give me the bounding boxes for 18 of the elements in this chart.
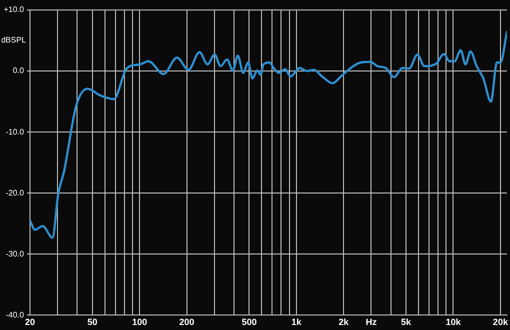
y-tick-label: -10.0 bbox=[6, 127, 25, 136]
x-tick-label: 20 bbox=[24, 317, 36, 328]
x-tick-label: 2k bbox=[338, 317, 350, 328]
y-tick-label: +10.0 bbox=[4, 5, 25, 14]
x-tick-label: 100 bbox=[132, 317, 148, 328]
x-tick-label: Hz bbox=[366, 317, 378, 328]
x-tick-label: 500 bbox=[242, 317, 257, 328]
y-axis-title: dBSPL bbox=[1, 36, 27, 45]
y-tick-label: 0.0 bbox=[12, 66, 25, 76]
y-tick-label: -20.0 bbox=[6, 188, 25, 198]
x-tick-label: 10k bbox=[446, 317, 462, 328]
x-tick-label: 50 bbox=[87, 317, 98, 328]
y-tick-label: -40.0 bbox=[6, 310, 25, 320]
y-tick-label: -30.0 bbox=[6, 249, 25, 258]
x-tick-label: 20k bbox=[492, 317, 509, 328]
x-tick-label: 200 bbox=[179, 317, 194, 328]
x-tick-label: 5k bbox=[401, 317, 412, 328]
x-tick-label: 1k bbox=[291, 317, 302, 328]
